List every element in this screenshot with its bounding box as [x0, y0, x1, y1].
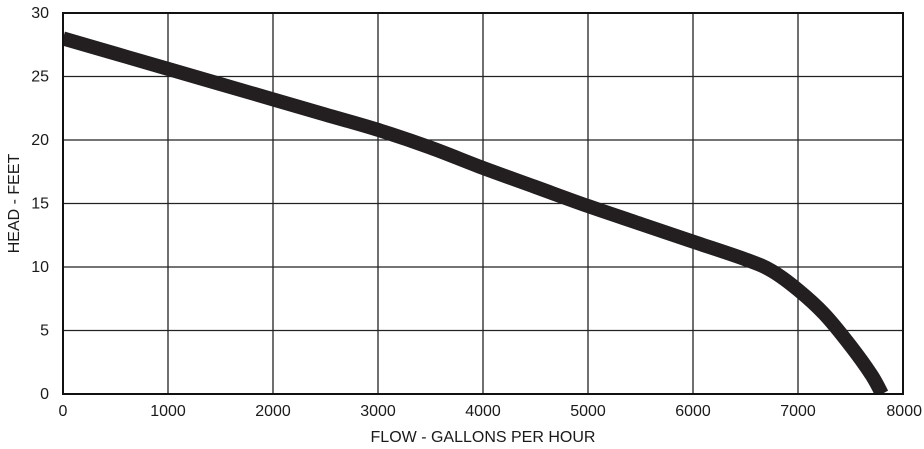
head-flow-curve	[63, 31, 889, 394]
x-tick-label: 6000	[675, 403, 711, 420]
x-tick-label: 1000	[150, 403, 186, 420]
y-axis-ticks: 0 5 10 15 20 25 30	[31, 5, 49, 403]
y-axis-label: HEAD - FEET	[6, 153, 23, 253]
x-axis-ticks: 0 1000 2000 3000 4000 5000 6000 7000 8000	[59, 403, 923, 420]
y-tick-label: 10	[31, 259, 49, 276]
plot-frame	[62, 12, 904, 395]
x-tick-label: 3000	[360, 403, 396, 420]
y-tick-label: 30	[31, 5, 49, 22]
y-tick-label: 25	[31, 69, 49, 86]
y-tick-label: 0	[40, 386, 49, 403]
x-tick-label: 8000	[886, 403, 922, 420]
y-tick-label: 20	[31, 132, 49, 149]
y-tick-label: 5	[40, 323, 49, 340]
x-tick-label: 5000	[570, 403, 606, 420]
x-tick-label: 2000	[255, 403, 291, 420]
x-axis-label: FLOW - GALLONS PER HOUR	[371, 429, 596, 446]
y-tick-label: 15	[31, 196, 49, 213]
x-tick-label: 0	[59, 403, 68, 420]
curve-layer	[63, 31, 889, 394]
x-tick-label: 7000	[780, 403, 816, 420]
x-tick-label: 4000	[465, 403, 501, 420]
